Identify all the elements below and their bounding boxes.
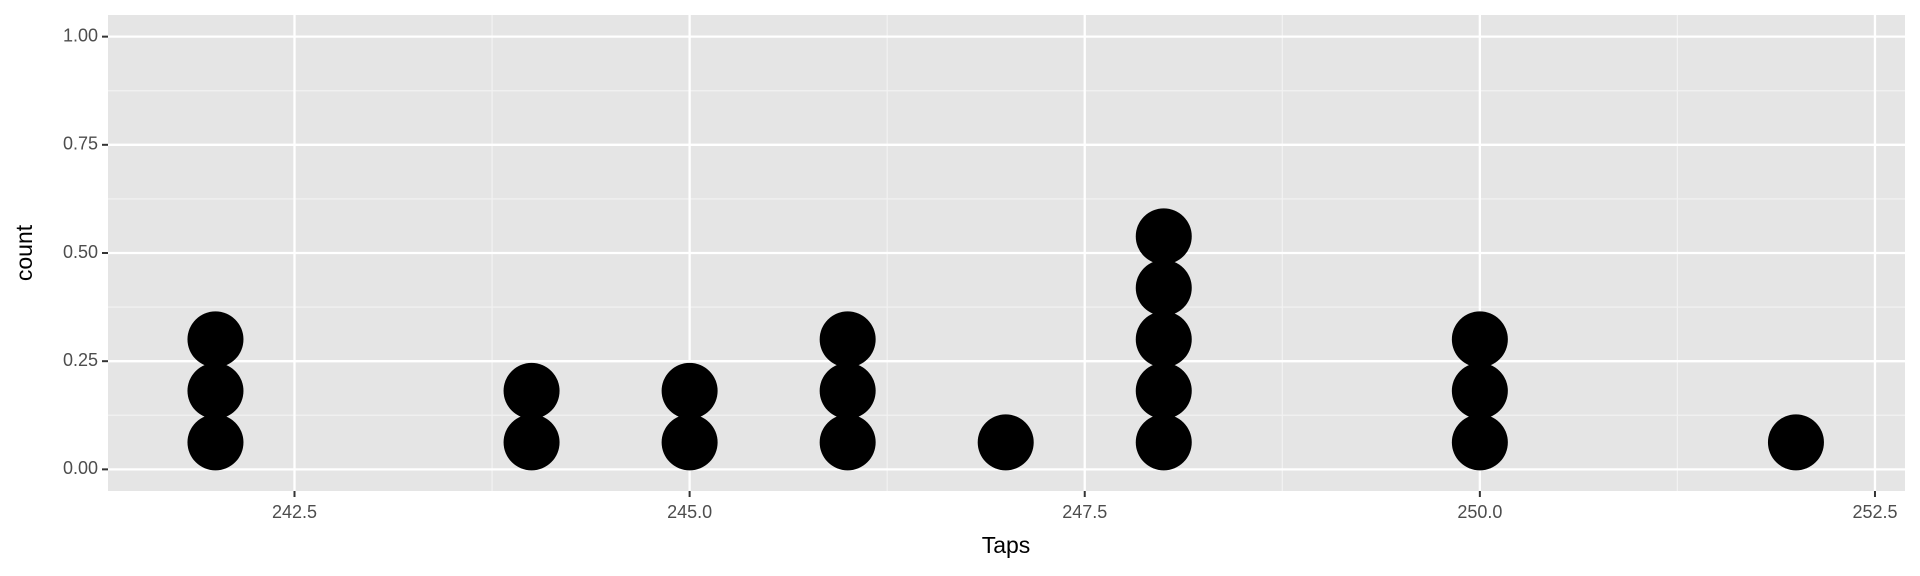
y-tick-label: 1.00 — [63, 25, 98, 45]
dot — [1135, 208, 1192, 265]
dot — [1135, 311, 1192, 368]
dot — [819, 414, 876, 471]
dot — [1135, 362, 1192, 419]
dot — [187, 311, 244, 368]
x-tick-label: 252.5 — [1852, 502, 1897, 522]
x-tick-label: 242.5 — [272, 502, 317, 522]
dot — [503, 414, 560, 471]
dot — [819, 362, 876, 419]
dot — [1451, 362, 1508, 419]
x-axis-title: Taps — [982, 532, 1031, 558]
dot — [1135, 414, 1192, 471]
dot — [661, 414, 718, 471]
y-tick-label: 0.75 — [63, 134, 98, 154]
dot — [1767, 414, 1824, 471]
dot — [503, 362, 560, 419]
dot — [977, 414, 1034, 471]
dot — [819, 311, 876, 368]
dot — [661, 362, 718, 419]
y-tick-label: 0.25 — [63, 350, 98, 370]
y-tick-label: 0.00 — [63, 458, 98, 478]
dot — [1451, 414, 1508, 471]
x-tick-label: 247.5 — [1062, 502, 1107, 522]
x-tick-label: 250.0 — [1457, 502, 1502, 522]
dot — [1135, 259, 1192, 316]
x-tick-label: 245.0 — [667, 502, 712, 522]
y-tick-label: 0.50 — [63, 242, 98, 262]
y-axis-title: count — [11, 224, 37, 281]
dot — [187, 414, 244, 471]
dot — [187, 362, 244, 419]
dot — [1451, 311, 1508, 368]
